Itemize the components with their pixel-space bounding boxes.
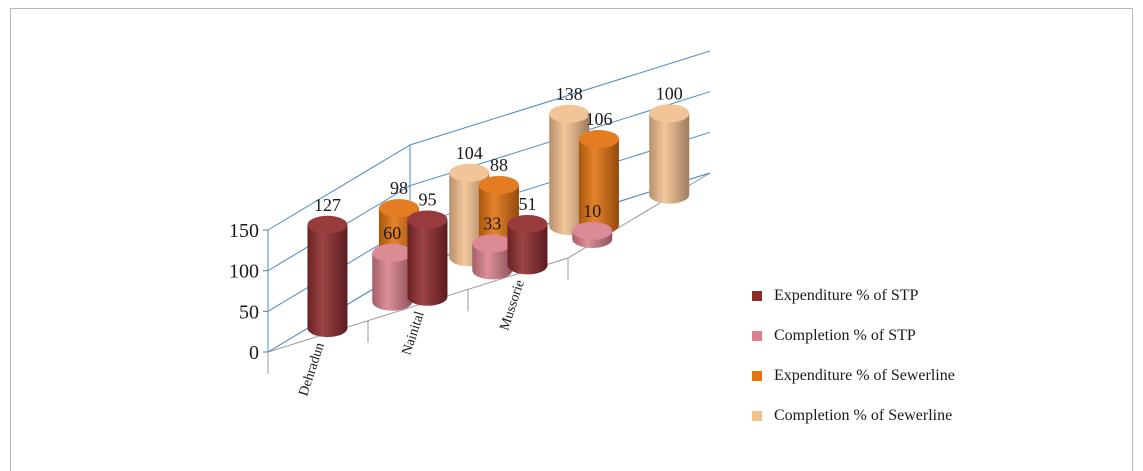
- legend-label: Completion % of Sewerline: [774, 407, 952, 425]
- legend-item: Completion % of Sewerline: [752, 405, 955, 427]
- y-tick-label: 50: [239, 301, 259, 323]
- bar-top: [407, 211, 447, 229]
- bar-top: [649, 104, 689, 122]
- data-label: 138: [556, 84, 583, 104]
- data-label: 98: [390, 178, 408, 198]
- data-label: 60: [383, 223, 401, 243]
- data-label: 106: [585, 109, 612, 129]
- legend-swatch: [752, 411, 762, 421]
- legend-swatch: [752, 331, 762, 341]
- bar-top: [507, 215, 547, 233]
- x-category-label: Dehradun: [296, 341, 327, 398]
- data-label: 51: [518, 194, 536, 214]
- legend-swatch: [752, 291, 762, 301]
- x-category-label: Mussorie: [497, 278, 527, 332]
- legend-item: Expenditure % of STP: [752, 285, 955, 307]
- bar-top: [372, 244, 412, 262]
- bar-top: [479, 176, 519, 194]
- legend-label: Completion % of STP: [774, 327, 916, 345]
- chart-legend: Expenditure % of STP Completion % of STP E…: [752, 285, 955, 445]
- data-label: 10: [583, 201, 601, 221]
- data-label: 100: [656, 83, 683, 103]
- legend-item: Completion % of STP: [752, 325, 955, 347]
- bar-expenditure-of-stp-dehradun: 127: [307, 195, 347, 337]
- bar-body: [407, 220, 447, 306]
- legend-item: Expenditure % of Sewerline: [752, 365, 955, 387]
- data-label: 104: [456, 143, 483, 163]
- bar-top: [572, 222, 612, 240]
- bar-top: [307, 216, 347, 234]
- data-label: 88: [490, 155, 508, 175]
- legend-swatch: [752, 371, 762, 381]
- y-tick-label: 150: [229, 220, 259, 242]
- data-label: 95: [418, 190, 436, 210]
- bar-completion-of-sewerline-mussorie: 100: [649, 83, 689, 203]
- y-axis-ticks: 0 50 100 150: [229, 220, 268, 364]
- x-category-label: Nainital: [400, 310, 428, 358]
- legend-label: Expenditure % of Sewerline: [774, 367, 955, 385]
- bar-top: [549, 105, 589, 123]
- y-tick-label: 100: [229, 261, 259, 283]
- bar-body: [307, 225, 347, 337]
- chart-bars: 104 138 100 98 88 106 60 33 10 127 95 51: [307, 83, 689, 337]
- legend-label: Expenditure % of STP: [774, 287, 918, 305]
- bar-top: [579, 130, 619, 148]
- data-label: 127: [314, 195, 341, 215]
- data-label: 33: [483, 214, 501, 234]
- bar-body: [649, 113, 689, 203]
- y-tick-label: 0: [249, 342, 259, 364]
- bar-top: [472, 235, 512, 253]
- bar-top: [449, 164, 489, 182]
